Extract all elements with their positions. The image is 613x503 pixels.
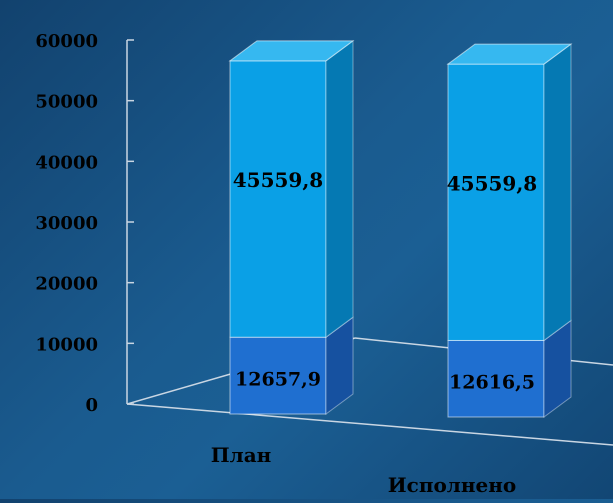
bar-segment-front xyxy=(229,336,327,415)
y-tick-label: 40000 xyxy=(35,152,98,173)
y-tick-label: 20000 xyxy=(35,274,98,295)
y-tick-label: 0 xyxy=(85,395,98,416)
data-label: 12657,9 xyxy=(235,369,321,391)
bar-segment-side xyxy=(543,43,572,342)
bar-segment-top xyxy=(446,43,573,65)
data-label: 12616,5 xyxy=(449,372,535,394)
data-label: 45559,8 xyxy=(447,171,537,195)
x-category-label: План xyxy=(211,443,272,467)
bar-segment-front xyxy=(229,60,327,338)
x-category-label: Исполнено xyxy=(388,473,517,497)
y-tick-label: 50000 xyxy=(35,92,98,113)
floor-front-edge xyxy=(126,403,613,446)
bar-segment-side xyxy=(325,39,354,339)
bar-segment-top xyxy=(228,40,355,62)
y-tick-label: 30000 xyxy=(35,213,98,234)
data-label: 45559,8 xyxy=(233,168,323,192)
y-tick-label: 10000 xyxy=(35,334,98,355)
y-tick-label: 60000 xyxy=(35,31,98,52)
bar-segment-front xyxy=(447,63,545,341)
